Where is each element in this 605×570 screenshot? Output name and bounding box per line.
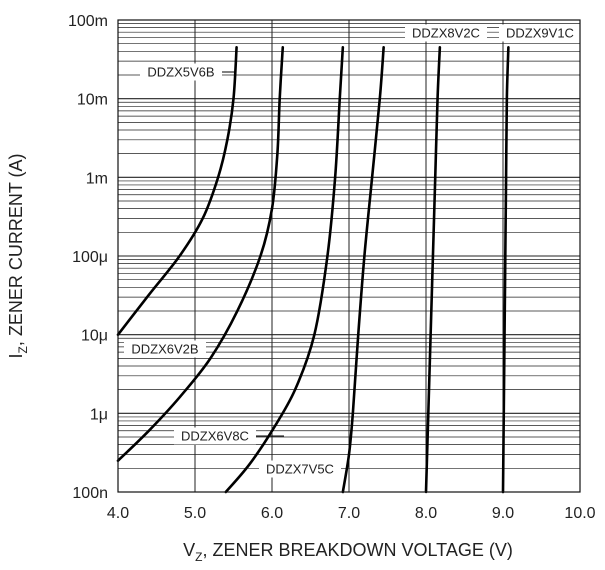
curve-label-ddzx6v2b: DDZX6V2B xyxy=(124,340,206,358)
x-tick-label: 10.0 xyxy=(564,505,595,522)
x-axis-title-rest: , ZENER BREAKDOWN VOLTAGE (V) xyxy=(202,540,512,560)
plot-frame xyxy=(117,19,581,493)
curve-label-text: DDZX7V5C xyxy=(266,462,334,477)
x-tick-label: 9.0 xyxy=(492,505,514,522)
y-axis-title-main: I xyxy=(6,354,26,359)
curve-label-ddzx5v6b: DDZX5V6B xyxy=(140,63,236,81)
y-axis-title-rest: , ZENER CURRENT (A) xyxy=(6,153,26,346)
x-tick-label: 5.0 xyxy=(184,505,206,522)
tick-labels: 4.0 5.0 6.0 7.0 8.0 9.0 10.0 100m 10m 1m 100μ 10μ 1μ… xyxy=(68,13,596,522)
series-line-ddzx8v2c xyxy=(424,45,442,494)
x-tick-label: 4.0 xyxy=(107,505,129,522)
x-axis-title-sub: Z xyxy=(195,550,202,564)
y-tick-label: 100m xyxy=(68,13,108,30)
series-line-ddzx6v8c xyxy=(224,45,345,494)
y-tick-label: 1μ xyxy=(90,406,108,423)
curve-label-bg xyxy=(174,427,256,445)
x-tick-label: 8.0 xyxy=(415,505,437,522)
series-line-ddzx6v2b xyxy=(116,45,285,462)
curve-labels: DDZX5V6B DDZX6V2B DDZX6V8C DDZX7V5C DDZX8V2C… xyxy=(124,24,581,478)
series-line-ddzx5v6b xyxy=(116,45,238,336)
y-tick-label: 100μ xyxy=(72,249,108,266)
grid xyxy=(117,20,581,493)
x-axis-title: VZ, ZENER BREAKDOWN VOLTAGE (V) xyxy=(183,540,513,564)
curve-label-text: DDZX6V2B xyxy=(131,342,198,357)
curve-label-text: DDZX8V2C xyxy=(412,26,480,41)
curve-label-ddzx8v2c: DDZX8V2C xyxy=(405,24,487,42)
curve-label-text: DDZX9V1C xyxy=(506,26,574,41)
curve-label-bg xyxy=(140,63,222,81)
curve-label-bg xyxy=(124,340,206,358)
curve-label-ddzx6v8c: DDZX6V8C xyxy=(174,427,284,445)
curve-label-bg xyxy=(259,460,341,478)
y-axis-title-sub: Z xyxy=(16,346,30,353)
curve-label-bg xyxy=(405,24,487,42)
x-tick-label: 6.0 xyxy=(261,505,283,522)
x-axis-title-main: V xyxy=(183,540,195,560)
curve-label-ddzx9v1c: DDZX9V1C xyxy=(499,24,581,42)
curves xyxy=(116,45,510,494)
x-tick-label: 7.0 xyxy=(338,505,360,522)
curve-label-text: DDZX5V6B xyxy=(147,65,214,80)
series-line-ddzx7v5c xyxy=(341,45,385,494)
curve-label-ddzx7v5c: DDZX7V5C xyxy=(259,460,341,478)
y-axis-title: IZ, ZENER CURRENT (A) xyxy=(6,153,30,358)
y-tick-label: 1m xyxy=(86,170,108,187)
y-tick-label: 10m xyxy=(77,92,108,109)
series-line-ddzx9v1c xyxy=(501,45,510,494)
y-tick-label: 10μ xyxy=(81,328,108,345)
curve-label-text: DDZX6V8C xyxy=(181,429,249,444)
y-tick-label: 100n xyxy=(72,485,108,502)
curve-label-bg xyxy=(499,24,581,42)
